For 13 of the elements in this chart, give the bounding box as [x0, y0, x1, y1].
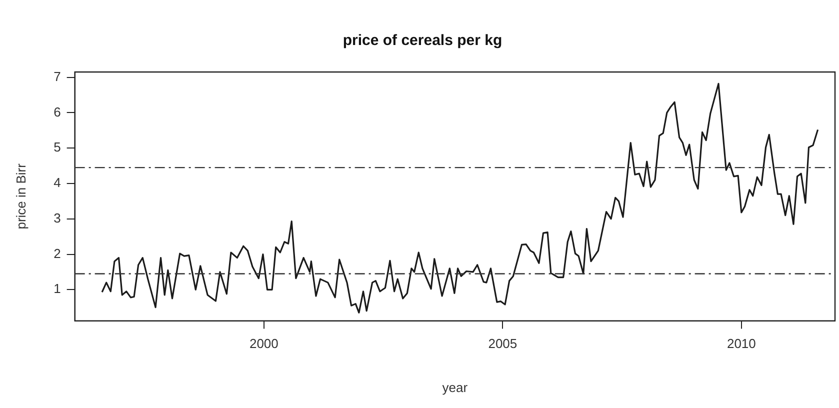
y-tick-label: 7 [54, 68, 61, 84]
y-tick-label: 5 [54, 140, 61, 155]
x-tick-label: 2000 [249, 336, 278, 352]
y-tick-label: 1 [54, 281, 61, 296]
x-tick-label: 2005 [488, 336, 518, 352]
chart-title: price of cereals per kg [342, 32, 502, 50]
y-axis-title: price in Birr [13, 162, 28, 230]
y-tick-label: 3 [54, 210, 61, 226]
y-tick-label: 6 [54, 104, 61, 120]
x-axis-title: year [442, 380, 468, 395]
x-tick-label: 2010 [726, 336, 756, 352]
y-tick-label: 4 [54, 175, 61, 190]
y-tick-label: 2 [54, 246, 61, 261]
